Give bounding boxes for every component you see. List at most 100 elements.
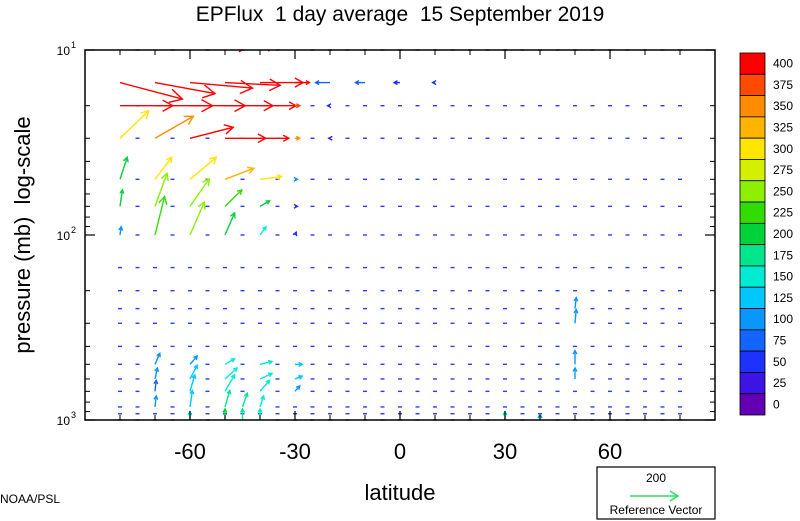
- credit-text: NOAA/PSL: [0, 492, 60, 506]
- vector-arrow: [189, 363, 198, 380]
- vector-head: [208, 156, 218, 165]
- vector-arrow: [225, 133, 268, 144]
- vector-shaft: [259, 372, 273, 380]
- vector-arrow: [260, 134, 291, 142]
- vector-head: [153, 394, 159, 400]
- vector-arrow: [154, 195, 168, 236]
- vector-head: [537, 413, 543, 419]
- vector-head: [293, 176, 299, 182]
- vector-arrow: [295, 80, 311, 86]
- vector-arrow: [189, 79, 254, 95]
- vector-head: [292, 230, 298, 237]
- vector-arrow: [118, 225, 124, 236]
- vector-arrow: [154, 115, 195, 139]
- vector-shaft: [154, 196, 166, 236]
- vector-arrow: [119, 155, 129, 180]
- vector-arrow: [153, 394, 159, 408]
- vector-head: [229, 211, 236, 219]
- vector-shaft: [154, 395, 157, 408]
- vector-head: [572, 366, 578, 372]
- vector-head: [295, 135, 302, 141]
- vector-arrow: [259, 200, 271, 207]
- vector-shaft: [224, 390, 231, 408]
- vector-shaft: [259, 226, 267, 236]
- vector-shaft: [154, 367, 159, 380]
- vector-head: [193, 354, 199, 361]
- vector-arrow: [154, 156, 173, 180]
- vector-shaft: [189, 390, 194, 408]
- vector-arrow: [294, 374, 304, 380]
- vector-arrow: [259, 174, 284, 181]
- vector-arrow: [119, 188, 125, 207]
- vector-shaft: [259, 200, 270, 207]
- vector-arrow: [327, 135, 333, 141]
- vector-shaft: [259, 360, 273, 365]
- vector-head: [265, 200, 271, 205]
- vector-arrow: [224, 166, 256, 180]
- vector-shaft: [189, 374, 196, 392]
- y-tick-label: 10: [57, 414, 71, 428]
- vector-head: [118, 225, 124, 231]
- vector-arrow: [295, 361, 304, 367]
- vector-shaft: [224, 212, 236, 236]
- vector-head: [193, 363, 198, 370]
- x-tick-label: 0: [394, 439, 406, 464]
- vector-shaft: [189, 355, 198, 365]
- vector-head: [268, 78, 282, 92]
- vector-head: [298, 361, 304, 367]
- vector-arrow: [295, 135, 302, 141]
- chart-title: EPFlux 1 day average 15 September 2019: [196, 3, 605, 26]
- vector-arrow: [119, 109, 150, 139]
- colorbar-segment: [739, 222, 766, 246]
- vector-arrow: [224, 211, 236, 236]
- vector-arrow: [155, 35, 217, 51]
- vector-arrow: [224, 358, 236, 365]
- vector-arrow: [259, 359, 274, 365]
- vector-shaft: [154, 173, 168, 207]
- vector-head: [226, 389, 232, 395]
- vector-head: [305, 80, 311, 86]
- vector-arrow: [189, 200, 206, 236]
- colorbar-label: 225: [773, 206, 793, 220]
- vector-head: [189, 388, 195, 395]
- x-tick-label: -60: [174, 439, 206, 464]
- vector-shaft: [225, 50, 232, 51]
- vector-arrow: [154, 81, 217, 99]
- vector-arrow: [153, 378, 159, 392]
- colorbar-label: 0: [773, 397, 780, 411]
- vector-arrow: [224, 78, 282, 92]
- colorbar-label: 50: [773, 355, 787, 369]
- colorbar-segment: [739, 372, 766, 395]
- vector-head: [204, 35, 217, 48]
- vector-shaft: [119, 189, 124, 207]
- colorbar-segment: [739, 393, 766, 416]
- vector-head: [168, 88, 184, 104]
- colorbar-segment: [739, 201, 766, 224]
- vector-head: [572, 349, 578, 355]
- reference-vector-value: 200: [646, 471, 666, 485]
- vector-arrow: [572, 349, 578, 365]
- vector-head: [283, 43, 289, 49]
- colorbar-label: 325: [773, 121, 793, 135]
- vector-shaft: [154, 81, 216, 95]
- colorbar-label: 100: [773, 312, 793, 326]
- vector-arrow: [314, 80, 330, 86]
- vector-head: [267, 359, 274, 365]
- vector-head: [353, 80, 360, 86]
- vector-shaft: [259, 175, 282, 181]
- vector-shaft: [120, 50, 123, 51]
- vector-arrow: [119, 81, 184, 104]
- colorbar-label: 300: [773, 142, 793, 156]
- vector-head: [158, 195, 168, 206]
- vector-head: [153, 378, 159, 385]
- vector-arrow: [259, 225, 267, 236]
- vector-shaft: [154, 156, 173, 180]
- vector-arrow: [120, 50, 123, 51]
- y-tick-label: 10: [57, 44, 71, 58]
- vector-shaft: [154, 115, 194, 139]
- colorbar-segment: [739, 286, 766, 309]
- reference-arrow-head: [669, 490, 680, 502]
- vector-head: [276, 174, 284, 180]
- vector-shaft: [259, 395, 265, 408]
- vector-head: [154, 366, 160, 372]
